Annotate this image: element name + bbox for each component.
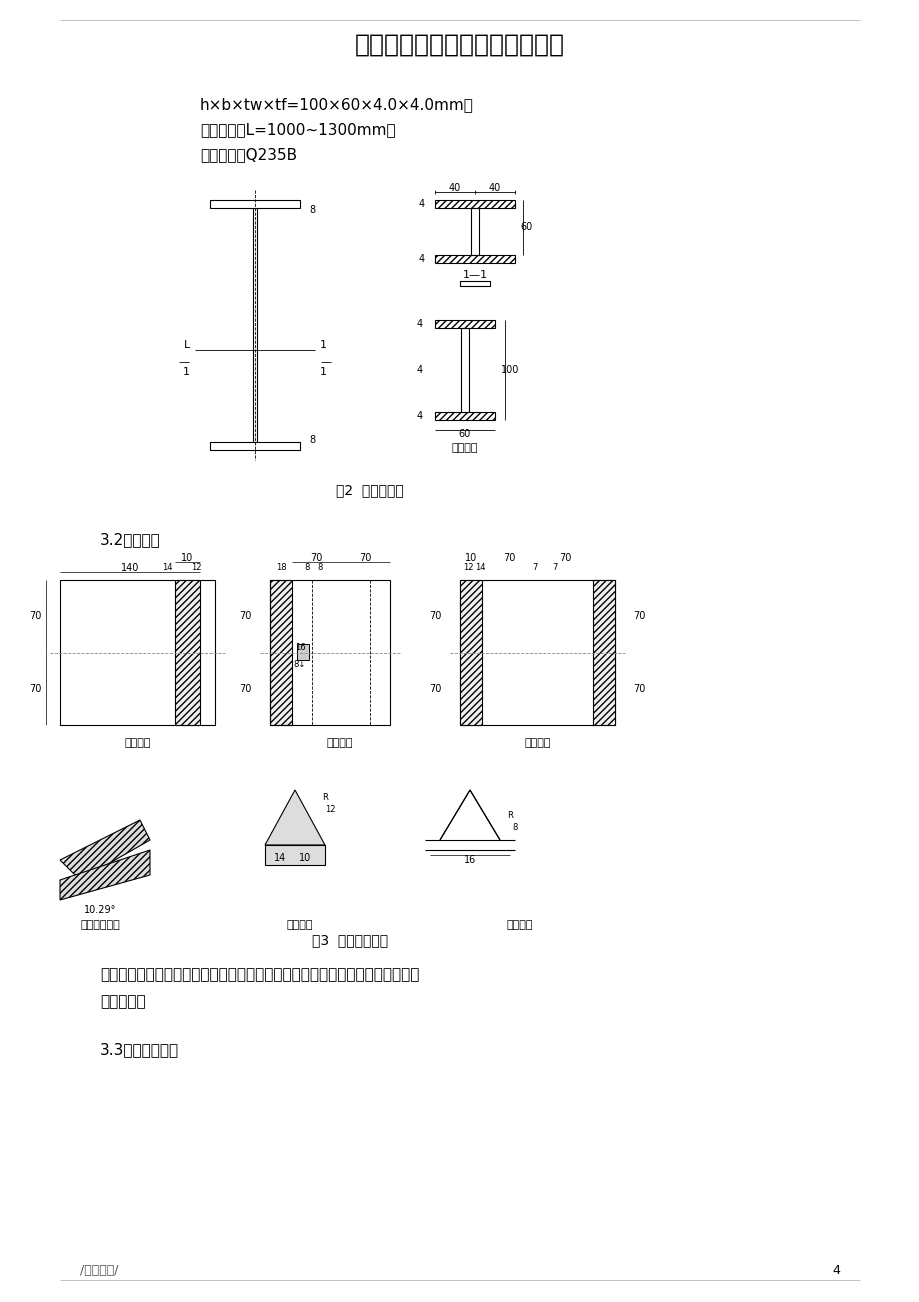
Text: /仅供参考/: /仅供参考/ [80, 1263, 119, 1276]
Text: 4: 4 [416, 319, 423, 329]
Text: 上刀口板: 上刀口板 [124, 738, 151, 749]
Text: 100: 100 [500, 365, 518, 375]
Text: 4: 4 [418, 199, 425, 210]
Text: 下刀口板: 下刀口板 [524, 738, 550, 749]
Bar [460, 579, 614, 725]
Text: 70: 70 [503, 553, 516, 562]
Text: 40: 40 [488, 184, 501, 193]
Text: 1: 1 [183, 367, 190, 378]
Bar [471, 208, 479, 255]
Text: 钢材牌号：Q235B: 钢材牌号：Q235B [199, 147, 297, 163]
Bar [210, 441, 300, 450]
Polygon shape [60, 820, 150, 880]
Bar [460, 328, 469, 411]
Text: 8: 8 [309, 435, 314, 445]
Text: 70: 70 [359, 553, 371, 562]
Bar [460, 579, 482, 725]
Text: 70: 70 [632, 611, 644, 621]
Bar [210, 201, 300, 208]
Text: 试件长度：L=1000~1300mm；: 试件长度：L=1000~1300mm； [199, 122, 395, 138]
Text: 图3  支座设计详图: 图3 支座设计详图 [312, 934, 388, 947]
Text: 8: 8 [304, 564, 310, 573]
Text: 140: 140 [120, 562, 139, 573]
Text: 60: 60 [520, 223, 532, 233]
Polygon shape [60, 850, 150, 900]
Text: 8: 8 [309, 204, 314, 215]
Text: 70: 70 [429, 611, 441, 621]
Text: 14: 14 [474, 564, 484, 573]
Text: 转动能力分析: 转动能力分析 [80, 921, 119, 930]
Text: 1—1: 1—1 [462, 270, 487, 280]
Text: —: — [178, 357, 190, 367]
Text: 7: 7 [532, 564, 537, 573]
Text: 70: 70 [559, 553, 571, 562]
Text: 本文仅供参考，页眉页脚可删除: 本文仅供参考，页眉页脚可删除 [355, 33, 564, 57]
Bar [265, 845, 324, 865]
Text: 槽口详图: 槽口详图 [506, 921, 533, 930]
Text: 约束条件。: 约束条件。 [100, 995, 145, 1009]
Text: 8: 8 [512, 823, 517, 832]
Text: 刀口详图: 刀口详图 [287, 921, 312, 930]
Text: 14: 14 [274, 853, 286, 863]
Bar [253, 208, 256, 441]
Text: 16: 16 [294, 643, 305, 652]
Bar [435, 255, 515, 263]
Text: 10: 10 [299, 853, 311, 863]
Bar [593, 579, 614, 725]
Bar [460, 281, 490, 286]
Text: 70: 70 [310, 553, 323, 562]
Text: —: — [320, 357, 331, 367]
Text: 截面详图: 截面详图 [451, 443, 478, 453]
Text: 8↓: 8↓ [293, 660, 306, 669]
Text: 12: 12 [190, 564, 201, 573]
Text: 18: 18 [276, 564, 286, 573]
Bar [269, 579, 390, 725]
Bar [60, 579, 215, 725]
Text: 12: 12 [462, 564, 472, 573]
Text: 10.29°: 10.29° [84, 905, 116, 915]
Bar [297, 644, 309, 660]
Text: 1: 1 [320, 367, 326, 378]
Text: 14: 14 [162, 564, 172, 573]
Text: 7: 7 [551, 564, 557, 573]
Text: 8: 8 [317, 564, 323, 573]
Text: 70: 70 [29, 684, 42, 694]
Bar [435, 411, 494, 421]
Text: 3.3实测截面尺寸: 3.3实测截面尺寸 [100, 1043, 179, 1057]
Text: R: R [322, 793, 327, 802]
Text: 双槽口板: 双槽口板 [326, 738, 353, 749]
Text: 70: 70 [632, 684, 644, 694]
Text: 图2  试件加工图: 图2 试件加工图 [335, 483, 403, 497]
Text: 70: 70 [239, 684, 252, 694]
Bar [269, 579, 291, 725]
Text: 12: 12 [324, 806, 335, 815]
Bar [435, 320, 494, 328]
Bar [175, 579, 199, 725]
Text: R: R [506, 811, 513, 819]
Text: 4: 4 [416, 411, 423, 421]
Text: 16: 16 [463, 855, 476, 865]
Text: 10: 10 [464, 553, 477, 562]
Text: L: L [184, 340, 190, 350]
Text: 4: 4 [831, 1263, 839, 1276]
Text: 70: 70 [29, 611, 42, 621]
Bar [435, 201, 515, 208]
Text: 40: 40 [448, 184, 460, 193]
Text: 4: 4 [416, 365, 423, 375]
Text: 1: 1 [320, 340, 326, 350]
Text: 10: 10 [181, 553, 193, 562]
Polygon shape [265, 790, 324, 845]
Text: 3.2支座设计: 3.2支座设计 [100, 533, 161, 548]
Text: 实验采用双刀口支座设计，实现了双向可转动、端部不可翘曲、端部不可扭转的: 实验采用双刀口支座设计，实现了双向可转动、端部不可翘曲、端部不可扭转的 [100, 967, 419, 983]
Text: 70: 70 [429, 684, 441, 694]
Text: 70: 70 [239, 611, 252, 621]
Text: 60: 60 [459, 428, 471, 439]
Text: h×b×tw×tf=100×60×4.0×4.0mm；: h×b×tw×tf=100×60×4.0×4.0mm； [199, 98, 473, 112]
Text: 4: 4 [418, 254, 425, 264]
